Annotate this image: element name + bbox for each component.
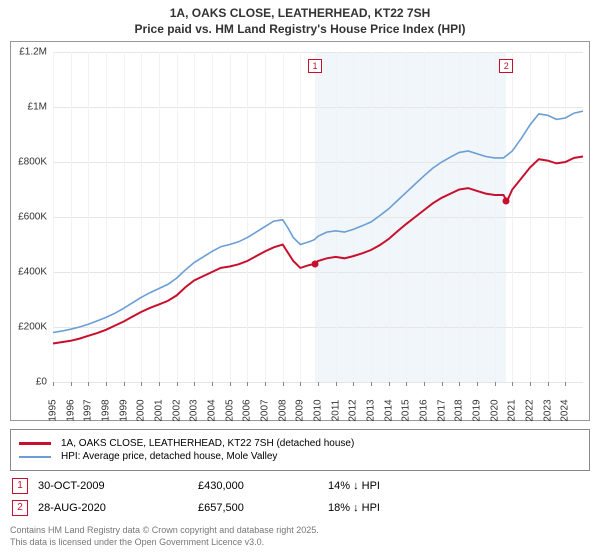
x-tick-label: 2009 bbox=[295, 400, 306, 422]
transaction-diff: 18% ↓ HPI bbox=[328, 502, 380, 514]
y-tick-label: £400K bbox=[18, 267, 47, 278]
transaction-dot bbox=[503, 198, 510, 205]
attrib-line1: Contains HM Land Registry data © Crown c… bbox=[10, 525, 590, 537]
x-tick-label: 1995 bbox=[48, 400, 59, 422]
x-tick-label: 2023 bbox=[542, 400, 553, 422]
chart-title: 1A, OAKS CLOSE, LEATHERHEAD, KT22 7SH Pr… bbox=[8, 6, 592, 37]
legend-label: 1A, OAKS CLOSE, LEATHERHEAD, KT22 7SH (d… bbox=[61, 438, 354, 449]
transaction-price: £430,000 bbox=[198, 480, 288, 492]
y-tick-label: £1M bbox=[28, 102, 47, 113]
x-tick-label: 2010 bbox=[313, 400, 324, 422]
legend-swatch bbox=[19, 442, 51, 445]
y-tick-label: £0 bbox=[36, 377, 47, 388]
attrib-line2: This data is licensed under the Open Gov… bbox=[10, 537, 590, 549]
x-tick-label: 1997 bbox=[83, 400, 94, 422]
transaction-row-marker: 2 bbox=[12, 500, 28, 516]
legend-label: HPI: Average price, detached house, Mole… bbox=[61, 451, 277, 462]
x-tick-label: 2007 bbox=[260, 400, 271, 422]
chart-container: 1A, OAKS CLOSE, LEATHERHEAD, KT22 7SH Pr… bbox=[0, 0, 600, 555]
attribution: Contains HM Land Registry data © Crown c… bbox=[10, 525, 590, 548]
transaction-marker: 1 bbox=[308, 59, 322, 73]
y-tick-label: £200K bbox=[18, 322, 47, 333]
transaction-date: 28-AUG-2020 bbox=[38, 502, 158, 514]
transaction-row: 2 28-AUG-2020 £657,500 18% ↓ HPI bbox=[10, 497, 590, 519]
x-tick-label: 2006 bbox=[242, 400, 253, 422]
transactions-table: 1 30-OCT-2009 £430,000 14% ↓ HPI 2 28-AUG-202… bbox=[10, 475, 590, 519]
x-tick-label: 2017 bbox=[436, 400, 447, 422]
y-tick-label: £600K bbox=[18, 212, 47, 223]
chart-area: £0£200K£400K£600K£800K£1M£1.2M 12 199519… bbox=[10, 41, 590, 421]
transaction-row-marker: 1 bbox=[12, 478, 28, 494]
x-tick-label: 2012 bbox=[348, 400, 359, 422]
x-tick-label: 1999 bbox=[118, 400, 129, 422]
x-tick-label: 1998 bbox=[101, 400, 112, 422]
y-tick-label: £1.2M bbox=[19, 47, 47, 58]
x-tick-label: 2005 bbox=[224, 400, 235, 422]
series-price_paid bbox=[53, 157, 583, 344]
legend: 1A, OAKS CLOSE, LEATHERHEAD, KT22 7SH (d… bbox=[10, 429, 590, 471]
x-tick-label: 2024 bbox=[560, 400, 571, 422]
x-tick-label: 2008 bbox=[277, 400, 288, 422]
x-tick-label: 2001 bbox=[154, 400, 165, 422]
plot-canvas: 12 bbox=[53, 52, 583, 382]
x-tick-label: 2020 bbox=[489, 400, 500, 422]
transaction-marker: 2 bbox=[499, 59, 513, 73]
x-tick-label: 2011 bbox=[330, 400, 341, 422]
plot-svg bbox=[53, 52, 583, 382]
y-tick-label: £800K bbox=[18, 157, 47, 168]
x-tick-label: 2019 bbox=[472, 400, 483, 422]
transaction-row: 1 30-OCT-2009 £430,000 14% ↓ HPI bbox=[10, 475, 590, 497]
x-tick-label: 2000 bbox=[136, 400, 147, 422]
x-tick-label: 2021 bbox=[507, 400, 518, 422]
legend-item: HPI: Average price, detached house, Mole… bbox=[19, 451, 581, 462]
x-tick-label: 2018 bbox=[454, 400, 465, 422]
x-tick-label: 2016 bbox=[419, 400, 430, 422]
x-tick-label: 2022 bbox=[525, 400, 536, 422]
series-hpi bbox=[53, 111, 583, 332]
transaction-diff: 14% ↓ HPI bbox=[328, 480, 380, 492]
x-tick-label: 2014 bbox=[383, 400, 394, 422]
x-tick-label: 2004 bbox=[207, 400, 218, 422]
y-axis: £0£200K£400K£600K£800K£1M£1.2M bbox=[11, 52, 49, 382]
title-line1: 1A, OAKS CLOSE, LEATHERHEAD, KT22 7SH bbox=[8, 6, 592, 22]
legend-swatch bbox=[19, 456, 51, 458]
transaction-price: £657,500 bbox=[198, 502, 288, 514]
x-tick-label: 2003 bbox=[189, 400, 200, 422]
x-tick-label: 2015 bbox=[401, 400, 412, 422]
x-axis: 1995199619971998199920002001200220032004… bbox=[53, 382, 583, 420]
x-tick-label: 1996 bbox=[65, 400, 76, 422]
transaction-date: 30-OCT-2009 bbox=[38, 480, 158, 492]
transaction-dot bbox=[311, 260, 318, 267]
x-tick-label: 2002 bbox=[171, 400, 182, 422]
legend-item: 1A, OAKS CLOSE, LEATHERHEAD, KT22 7SH (d… bbox=[19, 438, 581, 449]
title-line2: Price paid vs. HM Land Registry's House … bbox=[8, 22, 592, 38]
x-tick-label: 2013 bbox=[366, 400, 377, 422]
